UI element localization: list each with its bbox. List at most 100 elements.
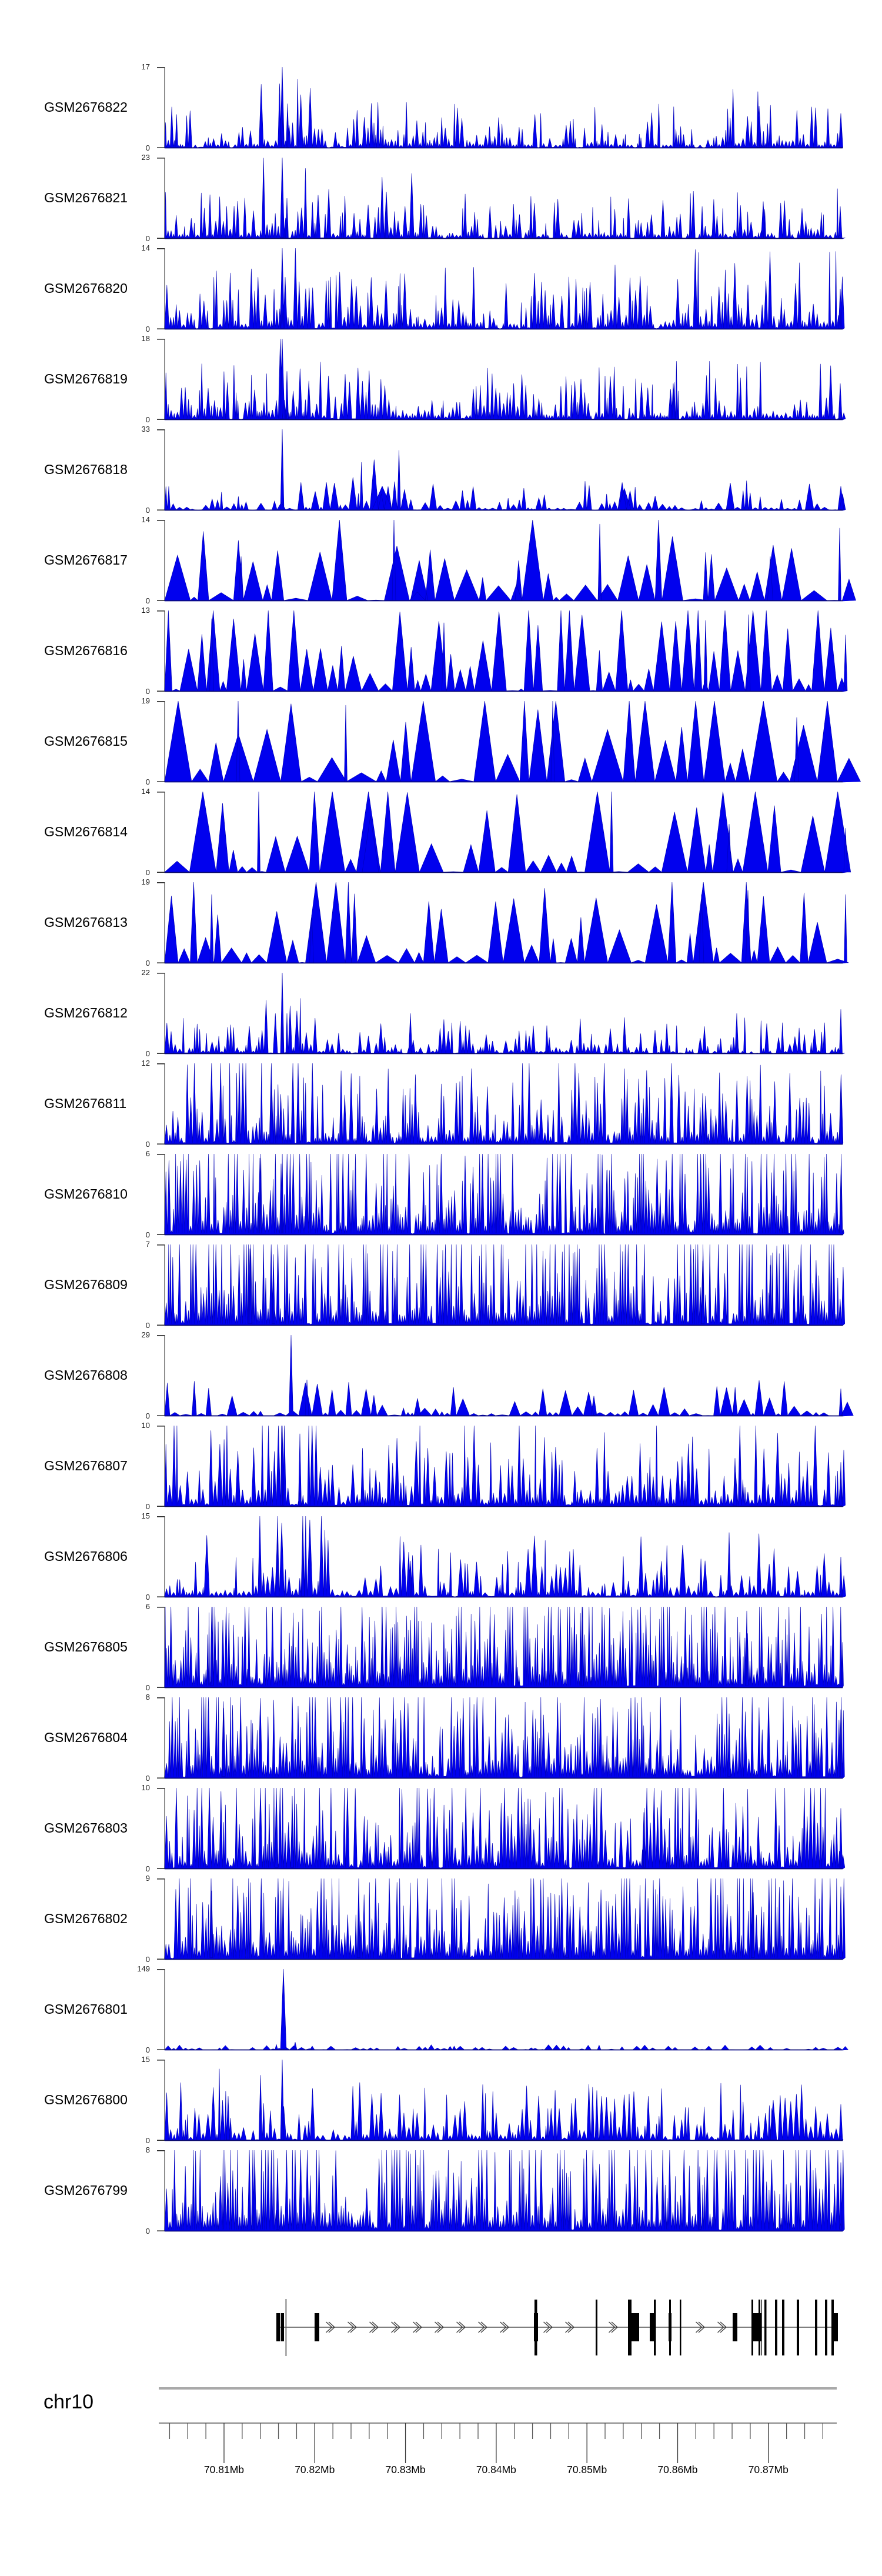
- track-label: GSM2676800: [44, 2092, 128, 2107]
- gene-exon: [285, 2299, 287, 2356]
- ruler-tick-label: 70.82Mb: [295, 2464, 335, 2475]
- track-signal-area: [157, 882, 849, 964]
- data-track-row: GSM2676809 7 0: [0, 1240, 882, 1330]
- gene-exon: [534, 2300, 537, 2355]
- track-signal-area: [157, 2150, 845, 2232]
- track-label: GSM2676803: [44, 1820, 128, 1836]
- track-signal-area: [157, 2059, 844, 2141]
- strand-arrow-icon: [437, 2321, 445, 2333]
- ruler-tick-label: 70.83Mb: [385, 2464, 426, 2475]
- coverage-signal: [164, 157, 846, 239]
- track-zero-label: 0: [145, 959, 150, 967]
- track-signal-area: [157, 1425, 846, 1507]
- coverage-signal: [164, 1968, 849, 2051]
- coverage-signal: [164, 700, 861, 783]
- coverage-signal: [164, 338, 846, 421]
- track-label: GSM2676801: [44, 2001, 128, 2017]
- track-label: GSM2676821: [44, 190, 128, 205]
- gene-exon: [825, 2300, 827, 2355]
- data-track-row: GSM2676814 14 0: [0, 788, 882, 877]
- track-zero-label: 0: [145, 1230, 150, 1239]
- strand-arrow-icon: [546, 2321, 553, 2333]
- data-track-row: GSM2676810 6 0: [0, 1150, 882, 1239]
- track-label: GSM2676811: [44, 1096, 127, 1111]
- gene-exon: [733, 2313, 737, 2341]
- data-track-row: GSM2676817 14 0: [0, 516, 882, 605]
- data-track-row: GSM2676811 12 0: [0, 1059, 882, 1149]
- gene-exon: [650, 2313, 656, 2341]
- track-signal-area: [157, 972, 846, 1055]
- coverage-signal: [164, 1697, 845, 1779]
- track-label: GSM2676806: [44, 1549, 128, 1564]
- track-signal-area: [157, 519, 856, 602]
- track-ymax-label: 33: [141, 425, 150, 433]
- coverage-tracks-panel: GSM2676822 17 0 GSM2676821 23 0 GSM2676820 14 0 G…: [0, 63, 882, 2235]
- strand-arrow-icon: [720, 2321, 727, 2333]
- strand-arrow-icon: [328, 2321, 336, 2333]
- track-zero-label: 0: [145, 1774, 150, 1783]
- coverage-signal: [164, 66, 843, 149]
- track-signal-area: [157, 1606, 844, 1689]
- track-signal-area: [157, 610, 848, 692]
- track-zero-label: 0: [145, 1593, 150, 1601]
- track-zero-label: 0: [145, 234, 150, 243]
- track-ymax-label: 13: [141, 606, 150, 615]
- separator-line: [159, 2387, 837, 2390]
- track-label: GSM2676820: [44, 281, 128, 296]
- strand-arrow-icon: [391, 2321, 398, 2333]
- track-signal-area: [157, 1697, 845, 1779]
- track-label: GSM2676809: [44, 1277, 128, 1292]
- data-track-row: GSM2676815 19 0: [0, 697, 882, 786]
- track-ymax-label: 9: [145, 1874, 150, 1883]
- ruler-tick-label: 70.85Mb: [567, 2464, 607, 2475]
- strand-arrow-icon: [502, 2321, 510, 2333]
- track-zero-label: 0: [145, 1049, 150, 1058]
- track-zero-label: 0: [145, 778, 150, 786]
- track-ymax-label: 12: [141, 1059, 150, 1067]
- genome-ruler: [159, 2422, 837, 2463]
- track-label: GSM2676810: [44, 1186, 128, 1202]
- coverage-signal: [164, 1606, 844, 1689]
- gene-exon: [782, 2300, 784, 2355]
- strand-arrow-icon: [415, 2321, 423, 2333]
- strand-arrow-icon: [456, 2321, 463, 2333]
- track-signal-area: [157, 1244, 846, 1326]
- strand-arrow-icon: [480, 2321, 488, 2333]
- gene-exon: [831, 2300, 834, 2355]
- strand-arrow-icon: [567, 2321, 575, 2333]
- gene-exon: [759, 2300, 760, 2355]
- coverage-signal: [164, 1425, 846, 1507]
- track-zero-label: 0: [145, 1864, 150, 1873]
- data-track-row: GSM2676803 10 0: [0, 1784, 882, 1873]
- ruler-tick-label: 70.84Mb: [476, 2464, 516, 2475]
- data-track-row: GSM2676801 149 0: [0, 1965, 882, 2054]
- track-signal-area: [157, 338, 846, 421]
- track-signal-area: [157, 1516, 846, 1598]
- data-track-row: GSM2676802 9 0: [0, 1874, 882, 1964]
- chromosome-label: chr10: [44, 2391, 94, 2413]
- coverage-signal: [164, 2059, 844, 2141]
- track-label: GSM2676818: [44, 462, 128, 477]
- coverage-signal: [164, 1334, 854, 1417]
- track-zero-label: 0: [145, 1140, 150, 1149]
- strand-arrow-icon: [478, 2321, 485, 2333]
- track-zero-label: 0: [145, 868, 150, 877]
- strand-arrow-icon: [565, 2321, 572, 2333]
- coverage-signal: [164, 1516, 846, 1598]
- data-track-row: GSM2676806 15 0: [0, 1512, 882, 1601]
- track-ymax-label: 14: [141, 787, 150, 796]
- strand-arrow-icon: [459, 2321, 466, 2333]
- strand-arrow-icon: [698, 2321, 706, 2333]
- track-signal-area: [157, 700, 861, 783]
- track-zero-label: 0: [145, 2136, 150, 2145]
- track-zero-label: 0: [145, 1412, 150, 1420]
- strand-arrow-icon: [435, 2321, 442, 2333]
- data-track-row: GSM2676804 8 0: [0, 1693, 882, 1783]
- track-label: GSM2676819: [44, 371, 128, 386]
- gene-exon: [764, 2300, 767, 2355]
- strand-arrow-icon: [717, 2321, 724, 2333]
- data-track-row: GSM2676812 22 0: [0, 969, 882, 1058]
- strand-arrow-icon: [696, 2321, 703, 2333]
- coverage-signal: [164, 2150, 845, 2232]
- coverage-signal: [164, 1153, 844, 1236]
